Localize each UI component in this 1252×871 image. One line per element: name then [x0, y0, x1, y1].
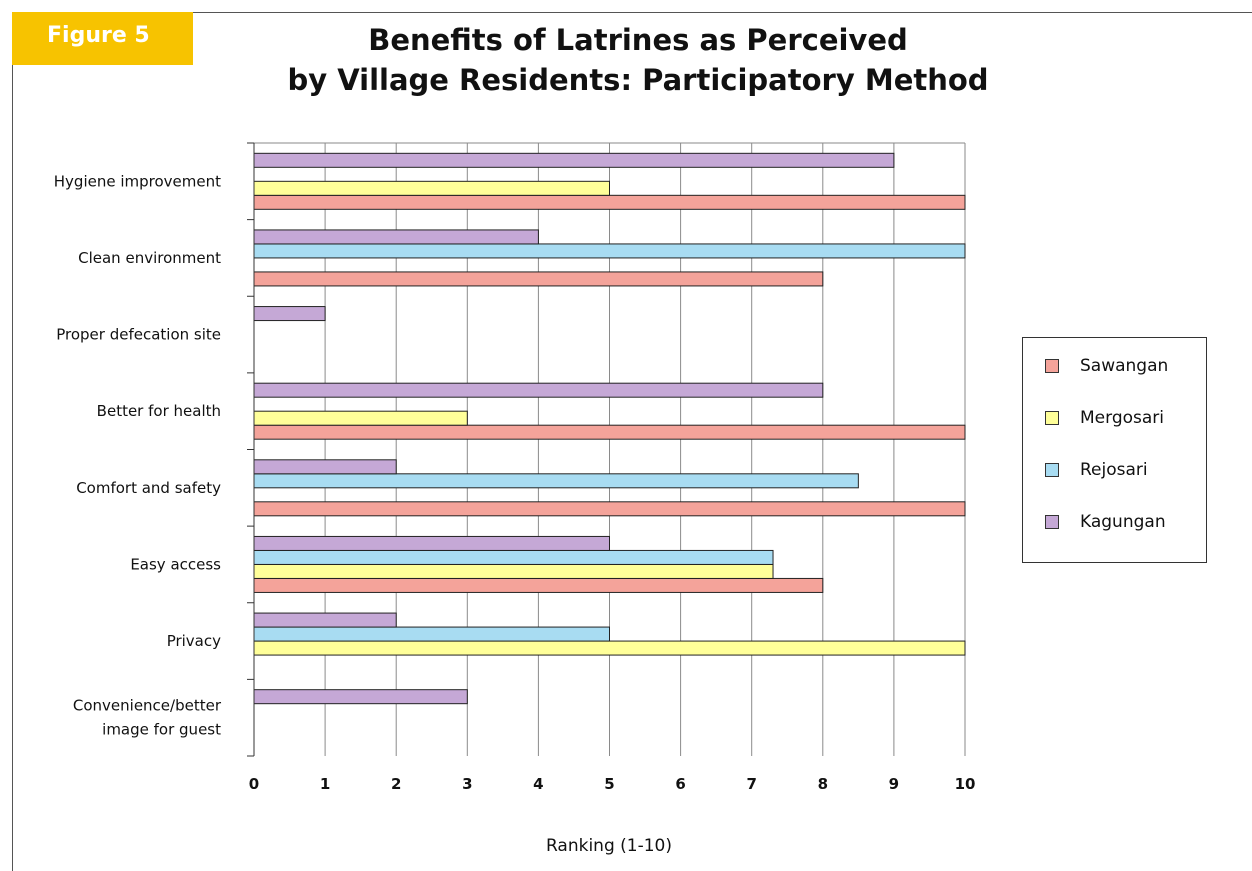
bar-kagungan-0	[253, 152, 895, 168]
category-label-line: Hygiene improvement	[54, 172, 221, 190]
legend-swatch	[1045, 359, 1059, 373]
category-label-6: Privacy	[167, 632, 221, 650]
x-tick-label-9: 9	[889, 775, 899, 793]
bar-kagungan-7	[253, 689, 468, 705]
x-axis-title: Ranking (1-10)	[546, 836, 672, 856]
category-label-line: Comfort and safety	[76, 479, 221, 497]
x-tick-label-3: 3	[462, 775, 472, 793]
axes	[247, 142, 255, 757]
bar-kagungan-1	[253, 229, 539, 245]
legend-swatch	[1045, 515, 1059, 529]
bar-rejosari-4	[253, 473, 859, 489]
bar-rejosari-5	[253, 549, 774, 565]
bar-kagungan-5	[253, 535, 610, 551]
legend-item-mergosari: Mergosari	[1045, 406, 1164, 430]
chart-title-line-1: Benefits of Latrines as Perceived	[368, 23, 908, 57]
category-label-4: Comfort and safety	[76, 479, 221, 497]
category-label-5: Easy access	[130, 555, 221, 573]
x-tick-label-1: 1	[320, 775, 330, 793]
category-label-line: Privacy	[167, 632, 221, 650]
x-tick-label-10: 10	[955, 775, 976, 793]
bar-sawangan-3	[253, 424, 966, 440]
x-tick-label-0: 0	[249, 775, 259, 793]
x-tick-label-7: 7	[746, 775, 756, 793]
bar-rejosari-1	[253, 243, 966, 259]
bar-sawangan-1	[253, 271, 824, 287]
category-label-7: Convenience/better image for guest	[73, 697, 222, 739]
chart-title-line-2: by Village Residents: Participatory Meth…	[287, 63, 989, 97]
bar-mergosari-3	[253, 410, 468, 426]
bar-kagungan-4	[253, 459, 397, 475]
figure-badge: Figure 5	[12, 12, 193, 65]
bar-rejosari-6	[253, 626, 610, 642]
legend: Sawangan Mergosari Rejosari Kagungan	[1022, 337, 1207, 563]
x-tick-label-2: 2	[391, 775, 401, 793]
bar-sawangan-4	[253, 501, 966, 517]
bar-mergosari-5	[253, 563, 774, 579]
category-label-3: Better for health	[97, 402, 221, 420]
legend-label: Mergosari	[1080, 408, 1164, 428]
bar-sawangan-0	[253, 194, 966, 210]
legend-label: Rejosari	[1080, 460, 1148, 480]
bar-mergosari-0	[253, 180, 610, 196]
bars	[253, 152, 966, 705]
legend-item-rejosari: Rejosari	[1045, 458, 1148, 482]
category-label-line: Better for health	[97, 402, 221, 420]
category-labels: Hygiene improvement Clean environment Prop…	[54, 172, 222, 738]
legend-item-sawangan: Sawangan	[1045, 354, 1168, 378]
category-label-line: Easy access	[130, 555, 221, 573]
category-label-line: Proper defecation site	[56, 326, 221, 344]
bar-kagungan-2	[253, 306, 326, 322]
x-tick-label-6: 6	[675, 775, 685, 793]
legend-item-kagungan: Kagungan	[1045, 510, 1166, 534]
x-tick-label-8: 8	[818, 775, 828, 793]
category-label-line: Clean environment	[78, 249, 221, 267]
bar-mergosari-6	[253, 640, 966, 656]
tick-labels: 0 1 2 3 4 5 6 7 8 9 10	[249, 775, 976, 793]
chart-title: Benefits of Latrines as Perceived by Vil…	[240, 20, 1036, 100]
category-label-line: Convenience/better	[73, 697, 222, 715]
bar-kagungan-3	[253, 382, 824, 398]
bar-kagungan-6	[253, 612, 397, 628]
category-label-0: Hygiene improvement	[54, 172, 221, 190]
x-tick-label-5: 5	[604, 775, 614, 793]
category-label-line: image for guest	[102, 721, 221, 739]
category-label-2: Proper defecation site	[56, 326, 221, 344]
x-tick-label-4: 4	[533, 775, 543, 793]
legend-swatch	[1045, 411, 1059, 425]
figure-frame	[12, 12, 1252, 871]
bar-sawangan-5	[253, 577, 824, 593]
legend-label: Sawangan	[1080, 356, 1169, 376]
legend-label: Kagungan	[1080, 512, 1166, 532]
legend-swatch	[1045, 463, 1059, 477]
category-label-1: Clean environment	[78, 249, 221, 267]
